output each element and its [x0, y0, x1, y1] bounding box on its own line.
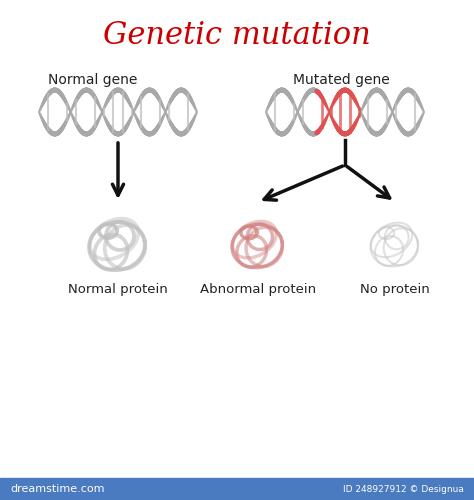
Text: Mutated gene: Mutated gene: [293, 73, 390, 87]
Text: Normal gene: Normal gene: [48, 73, 137, 87]
Text: dreamstime.com: dreamstime.com: [10, 484, 104, 494]
Text: Genetic mutation: Genetic mutation: [103, 20, 371, 50]
Bar: [0, 478, 474, 500]
Text: Normal protein: Normal protein: [68, 284, 168, 296]
Text: Abnormal protein: Abnormal protein: [200, 284, 316, 296]
Text: ID 248927912 © Designua: ID 248927912 © Designua: [343, 484, 464, 494]
Text: No protein: No protein: [360, 284, 430, 296]
